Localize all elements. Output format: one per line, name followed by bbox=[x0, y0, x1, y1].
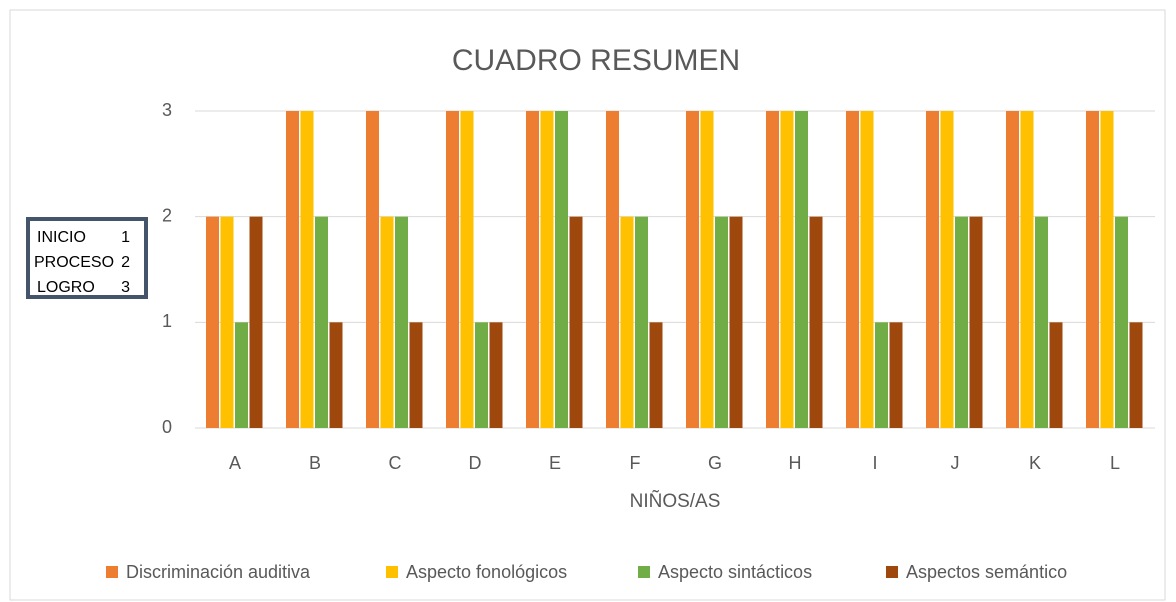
bar bbox=[795, 111, 808, 428]
bar bbox=[489, 322, 503, 428]
x-tick-label: G bbox=[708, 453, 722, 473]
legend-label: Discriminación auditiva bbox=[126, 562, 311, 582]
bar bbox=[540, 111, 554, 428]
x-tick-label: F bbox=[630, 453, 641, 473]
bar bbox=[1020, 111, 1034, 428]
x-tick-label: L bbox=[1110, 453, 1120, 473]
bar bbox=[635, 216, 648, 428]
chart-title: CUADRO RESUMEN bbox=[452, 44, 740, 77]
bar bbox=[1086, 111, 1099, 428]
bar bbox=[700, 111, 714, 428]
bar bbox=[206, 216, 219, 428]
bar bbox=[940, 111, 954, 428]
bar bbox=[1115, 216, 1128, 428]
legend-label: Aspecto sintácticos bbox=[658, 562, 812, 582]
bar bbox=[955, 216, 968, 428]
legend-swatch bbox=[106, 566, 118, 578]
x-axis-label: NIÑOS/AS bbox=[630, 490, 721, 512]
bar bbox=[715, 216, 728, 428]
bar bbox=[555, 111, 568, 428]
bar bbox=[846, 111, 859, 428]
x-tick-label: E bbox=[549, 453, 561, 473]
y-tick-label: 1 bbox=[162, 311, 172, 331]
bar bbox=[1129, 322, 1143, 428]
x-tick-label: J bbox=[951, 453, 960, 473]
x-tick-label: I bbox=[872, 453, 877, 473]
bar bbox=[220, 216, 234, 428]
bar bbox=[395, 216, 408, 428]
bar bbox=[235, 322, 248, 428]
scale-box bbox=[26, 217, 148, 299]
bar bbox=[1035, 216, 1048, 428]
x-tick-label: C bbox=[389, 453, 402, 473]
bar bbox=[460, 111, 474, 428]
bar bbox=[475, 322, 488, 428]
bar bbox=[686, 111, 699, 428]
bar bbox=[649, 322, 663, 428]
bar bbox=[780, 111, 794, 428]
scale-value: 2 bbox=[121, 254, 130, 271]
bar bbox=[446, 111, 459, 428]
scale-value: 3 bbox=[121, 279, 130, 296]
bar bbox=[809, 216, 823, 428]
bar bbox=[860, 111, 874, 428]
scale-label: INICIO bbox=[37, 229, 86, 246]
x-tick-label: B bbox=[309, 453, 321, 473]
scale-label: LOGRO bbox=[37, 279, 95, 296]
scale-value: 1 bbox=[121, 229, 130, 246]
legend-label: Aspectos semántico bbox=[906, 562, 1067, 582]
bar bbox=[366, 111, 379, 428]
y-tick-label: 2 bbox=[162, 205, 172, 225]
legend-swatch bbox=[886, 566, 898, 578]
bar bbox=[606, 111, 619, 428]
legend-swatch bbox=[386, 566, 398, 578]
bar bbox=[526, 111, 539, 428]
bar bbox=[286, 111, 299, 428]
bar bbox=[329, 322, 343, 428]
x-tick-label: A bbox=[229, 453, 241, 473]
x-tick-label: H bbox=[789, 453, 802, 473]
bar bbox=[766, 111, 779, 428]
bar bbox=[729, 216, 743, 428]
bar bbox=[409, 322, 423, 428]
y-tick-label: 3 bbox=[162, 100, 172, 120]
x-tick-label: K bbox=[1029, 453, 1041, 473]
chart-border bbox=[9, 9, 1166, 601]
legend-label: Aspecto fonológicos bbox=[406, 562, 567, 582]
bar bbox=[300, 111, 314, 428]
bar bbox=[969, 216, 983, 428]
bar bbox=[380, 216, 394, 428]
bar bbox=[1006, 111, 1019, 428]
bar bbox=[569, 216, 583, 428]
bar bbox=[1100, 111, 1114, 428]
bar bbox=[889, 322, 903, 428]
bar bbox=[875, 322, 888, 428]
bar bbox=[1049, 322, 1063, 428]
bar bbox=[926, 111, 939, 428]
x-tick-label: D bbox=[469, 453, 482, 473]
bar bbox=[620, 216, 634, 428]
bar bbox=[249, 216, 263, 428]
y-tick-label: 0 bbox=[162, 417, 172, 437]
legend-swatch bbox=[638, 566, 650, 578]
scale-label: PROCESO bbox=[34, 254, 114, 271]
bar bbox=[315, 216, 328, 428]
